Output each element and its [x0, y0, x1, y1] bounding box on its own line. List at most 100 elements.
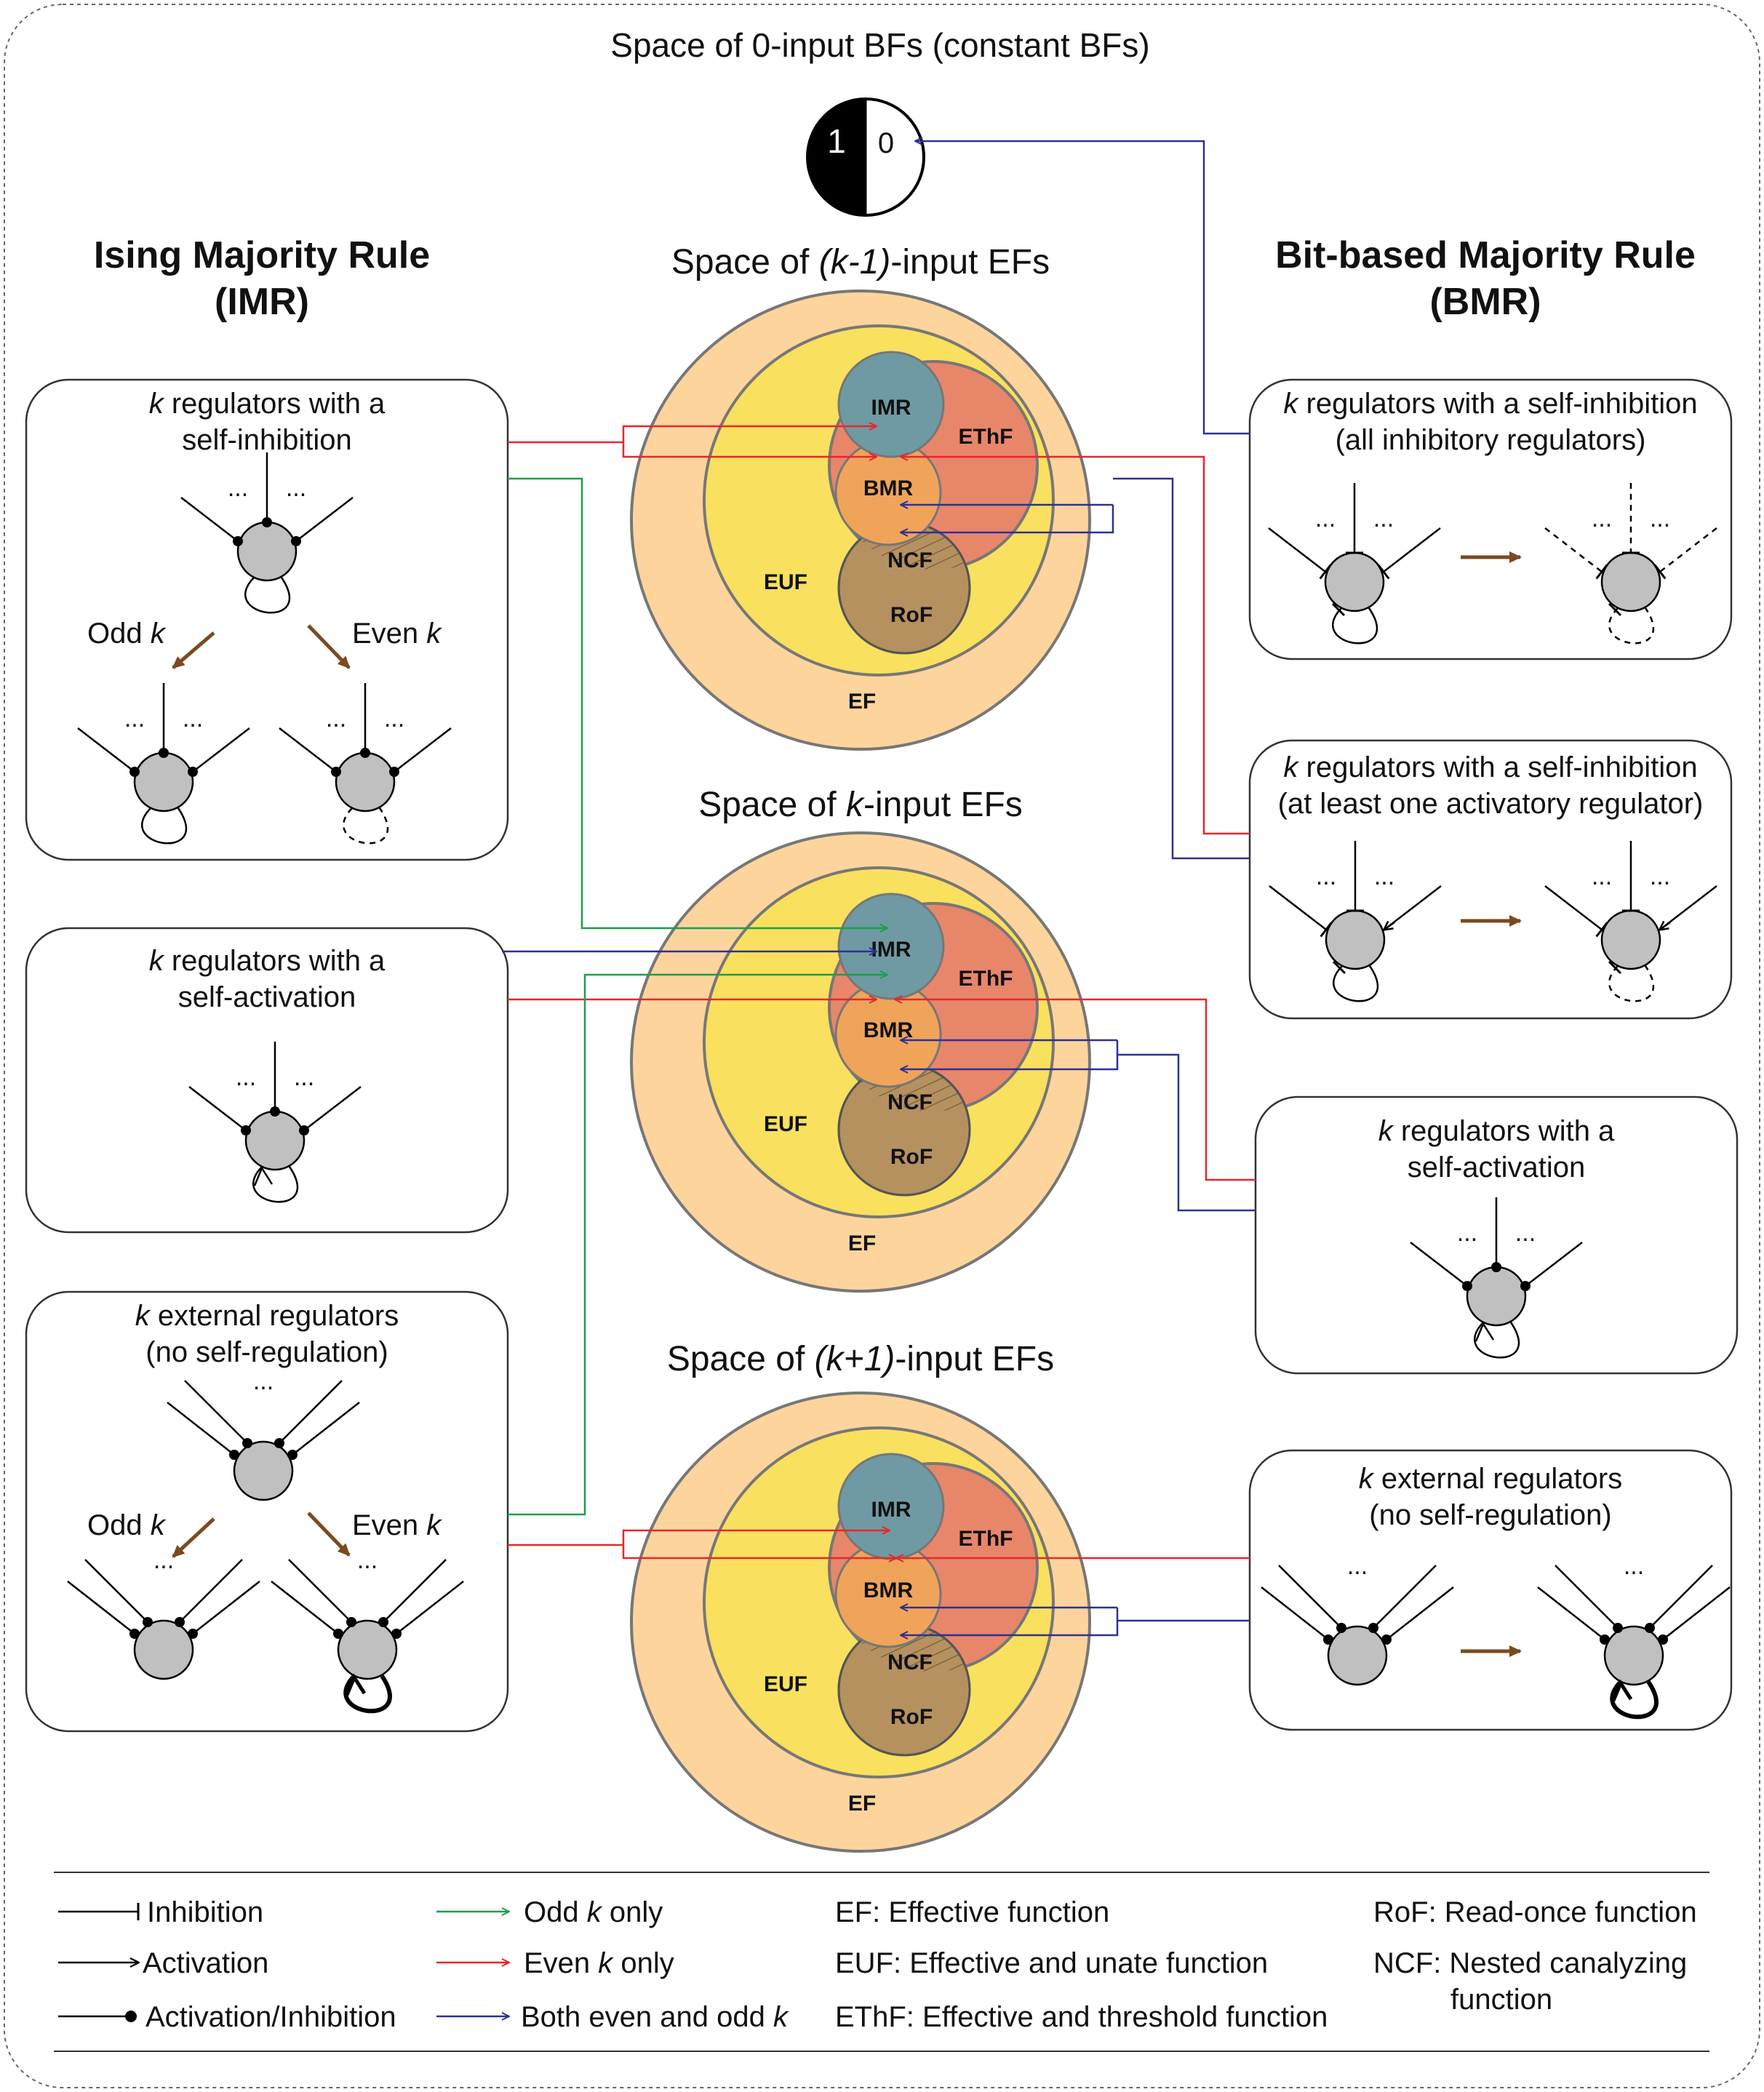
connector-bmr-box3-to-k-ncf: [901, 1040, 1119, 1069]
legend-inhibition: Inhibition: [147, 1896, 263, 1928]
bmr-box1-title-line2: (all inhibitory regulators): [1336, 424, 1646, 456]
odd-k-label-1: Odd k: [87, 618, 167, 650]
imr-motif-self-activation: ......: [188, 1042, 362, 1203]
venn-label-ethf: EThF: [959, 425, 1013, 449]
venn-diagram-1: IMR BMR NCF RoF EThF EUF EF: [630, 290, 1091, 751]
venn-label-bmr: BMR: [863, 1578, 914, 1602]
ellipsis-label: ...: [1316, 863, 1336, 890]
imr-header-line1: Ising Majority Rule: [94, 234, 430, 276]
venn-label-imr: IMR: [871, 938, 911, 962]
connector-bmr-box2-to-top: [901, 457, 1250, 835]
node-circle: [1325, 909, 1386, 970]
connector-bmr-box2-blue: [1113, 477, 1250, 860]
node-circle: [1327, 1625, 1388, 1686]
connector-imr-box3-to-kp1-imr: [508, 1530, 890, 1546]
node-circle: [1600, 909, 1661, 970]
ellipsis-label: ...: [1650, 863, 1670, 890]
venn-label-ef: EF: [848, 1231, 876, 1255]
bmr-box2-title-line2: (at least one activatory regulator): [1278, 788, 1704, 820]
ellipsis-label: ...: [236, 1063, 256, 1091]
even-arrow-1: [307, 624, 351, 669]
bmr-motif-activatory-result: ......: [1544, 841, 1717, 1002]
connector-bmr-box3-to-k: [895, 999, 1256, 1181]
imr-box2-title-line2: self-activation: [178, 981, 356, 1013]
space-title-k-minus-1: Space of (k-1)-input EFs: [671, 243, 1050, 282]
node-circle: [233, 1440, 294, 1501]
ellipsis-label: ...: [253, 1368, 274, 1395]
ellipsis-label: ...: [326, 705, 346, 732]
venn-label-ncf: NCF: [887, 548, 933, 572]
bmr-motif-all-inhibitory: ......: [1268, 483, 1441, 644]
venn-label-rof: RoF: [890, 603, 933, 627]
bmr-motif-external-result: ...: [1537, 1552, 1731, 1720]
ellipsis-label: ...: [1624, 1552, 1644, 1580]
node-circle: [1600, 551, 1661, 612]
imr-box-self-activation: [25, 927, 509, 1234]
legend-rof: RoF: Read-once function: [1373, 1896, 1697, 1928]
node-circle: [244, 1110, 306, 1171]
imr-box1-title-line2: self-inhibition: [182, 424, 351, 456]
ellipsis-label: ...: [384, 705, 404, 732]
legend-ethf: EThF: Effective and threshold function: [835, 2001, 1328, 2033]
node-circle: [1324, 551, 1385, 612]
imr-motif-odd: ......: [77, 683, 250, 845]
imr-box3-title-line1: k external regulators: [135, 1300, 399, 1332]
even-k-label-2: Even k: [352, 1509, 442, 1541]
venn-label-ef: EF: [848, 1792, 876, 1816]
imr-box1-title-line1: k regulators with a: [149, 388, 386, 420]
venn-label-ef: EF: [848, 690, 876, 714]
venn-label-rof: RoF: [890, 1145, 933, 1169]
imr-box2-title-line1: k regulators with a: [149, 945, 386, 977]
even-arrow-2: [307, 1512, 351, 1557]
outer-frame: [4, 4, 1760, 2088]
legend-act-inh-symbol: [58, 2011, 137, 2022]
ellipsis-label: ...: [286, 474, 306, 502]
odd-k-label-2: Odd k: [87, 1509, 167, 1541]
constant-bf-circle: [806, 97, 925, 217]
odd-arrow-2: [172, 1517, 215, 1558]
space-title-k: Space of k-input EFs: [698, 786, 1023, 824]
constant-zero: 0: [878, 127, 894, 159]
imr-motif-even: ......: [279, 683, 452, 845]
venn-label-rof: RoF: [890, 1705, 933, 1729]
ellipsis-label: ...: [294, 1063, 314, 1091]
ellipsis-label: ...: [1650, 505, 1670, 532]
venn-diagram-2: IMR BMR NCF RoF EThF EUF EF: [630, 831, 1091, 1293]
node-circle: [1466, 1266, 1527, 1327]
imr-motif-self-inhibition: ......: [180, 452, 354, 614]
bmr-box2-title-line1: k regulators with a self-inhibition: [1283, 751, 1697, 783]
ellipsis-label: ...: [1315, 505, 1336, 532]
ellipsis-label: ...: [228, 474, 248, 502]
ellipsis-label: ...: [183, 705, 203, 732]
node-circle: [133, 751, 194, 813]
bmr-motif-all-inhibitory-result: ......: [1544, 483, 1717, 644]
imr-circle: [837, 351, 945, 458]
connector-bmr-box2-to-top-ncf: [901, 505, 1114, 532]
venn-label-imr: IMR: [871, 1498, 911, 1522]
connector-imr-box1-to-k-imr: [508, 477, 887, 928]
ellipsis-label: ...: [1374, 863, 1394, 890]
connector-imr-box3-to-k-imr: [508, 975, 887, 1516]
legend-even: Even k only: [524, 1947, 674, 1979]
venn-label-ncf: NCF: [887, 1650, 933, 1674]
legend-odd: Odd k only: [524, 1896, 663, 1928]
imr-motif-external-even: ...: [271, 1546, 464, 1714]
imr-circle: [837, 893, 945, 1000]
imr-motif-external: ...: [167, 1368, 360, 1501]
bmr-box3-title-line2: self-activation: [1408, 1151, 1586, 1183]
imr-header-line2: (IMR): [215, 281, 309, 323]
ellipsis-label: ...: [1592, 505, 1612, 532]
venn-label-ncf: NCF: [887, 1090, 933, 1114]
node-circle: [335, 751, 396, 813]
node-circle: [133, 1619, 194, 1680]
bmr-box4-title-line2: (no self-regulation): [1369, 1499, 1612, 1531]
venn-label-ethf: EThF: [959, 1527, 1013, 1551]
constant-one: 1: [827, 122, 846, 160]
venn-label-euf: EUF: [764, 570, 807, 594]
connector-bmr-box3-blue: [1117, 1053, 1256, 1212]
ellipsis-label: ...: [1373, 505, 1394, 532]
venn-label-euf: EUF: [764, 1672, 807, 1696]
ellipsis-label: ...: [1347, 1552, 1368, 1580]
venn-label-imr: IMR: [871, 396, 911, 420]
bmr-box4-title-line1: k external regulators: [1359, 1463, 1622, 1495]
